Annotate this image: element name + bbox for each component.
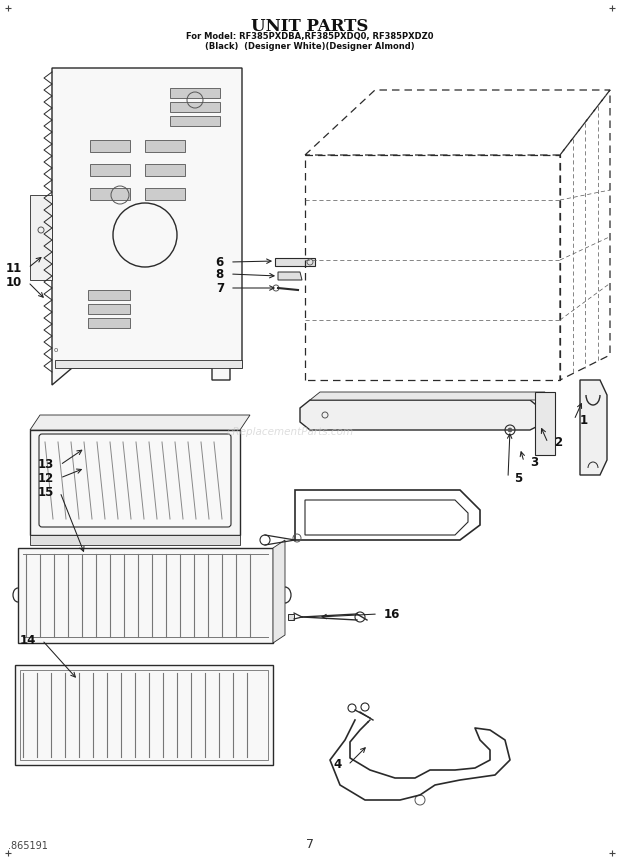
Text: 7: 7 <box>216 282 224 294</box>
Polygon shape <box>170 102 220 112</box>
Text: 3: 3 <box>530 455 538 468</box>
Text: For Model: RF385PXDBA,RF385PXDQ0, RF385PXDZ0: For Model: RF385PXDBA,RF385PXDQ0, RF385P… <box>186 32 434 41</box>
Text: 13: 13 <box>38 459 54 472</box>
Text: 1: 1 <box>580 413 588 426</box>
Polygon shape <box>275 258 315 266</box>
Text: 4: 4 <box>334 759 342 771</box>
Text: 2: 2 <box>554 437 562 449</box>
Text: 14: 14 <box>20 634 36 647</box>
Polygon shape <box>30 195 52 280</box>
Bar <box>18 548 273 643</box>
Polygon shape <box>88 290 130 300</box>
Text: 15: 15 <box>38 486 54 499</box>
Polygon shape <box>145 140 185 152</box>
Bar <box>20 670 268 760</box>
Text: eReplacementParts.com: eReplacementParts.com <box>226 427 353 437</box>
Text: 5: 5 <box>514 472 522 485</box>
Text: o: o <box>54 347 58 353</box>
Polygon shape <box>145 164 185 176</box>
Polygon shape <box>30 535 240 545</box>
Text: 16: 16 <box>384 608 401 621</box>
Polygon shape <box>273 540 285 643</box>
Polygon shape <box>88 304 130 314</box>
Polygon shape <box>278 272 302 280</box>
Polygon shape <box>310 392 545 400</box>
Text: UNIT PARTS: UNIT PARTS <box>251 18 369 35</box>
Polygon shape <box>170 116 220 126</box>
Polygon shape <box>90 164 130 176</box>
Text: 8: 8 <box>216 268 224 281</box>
FancyBboxPatch shape <box>39 434 231 527</box>
Bar <box>15 665 273 765</box>
Bar <box>288 614 294 620</box>
Polygon shape <box>55 360 242 368</box>
Polygon shape <box>170 88 220 98</box>
Polygon shape <box>30 415 250 430</box>
Circle shape <box>508 428 512 432</box>
Text: (Black)  (Designer White)(Designer Almond): (Black) (Designer White)(Designer Almond… <box>205 42 415 51</box>
Polygon shape <box>300 400 540 430</box>
Polygon shape <box>535 392 555 455</box>
Polygon shape <box>90 140 130 152</box>
Text: 6: 6 <box>216 256 224 269</box>
Text: .865191: .865191 <box>8 841 48 851</box>
Polygon shape <box>88 318 130 328</box>
Polygon shape <box>52 68 242 385</box>
Polygon shape <box>90 188 130 200</box>
Text: 12: 12 <box>38 472 54 485</box>
Polygon shape <box>145 188 185 200</box>
Text: 11: 11 <box>6 262 22 275</box>
Polygon shape <box>30 430 240 535</box>
Polygon shape <box>580 380 607 475</box>
Text: 7: 7 <box>306 838 314 851</box>
Text: 10: 10 <box>6 276 22 288</box>
